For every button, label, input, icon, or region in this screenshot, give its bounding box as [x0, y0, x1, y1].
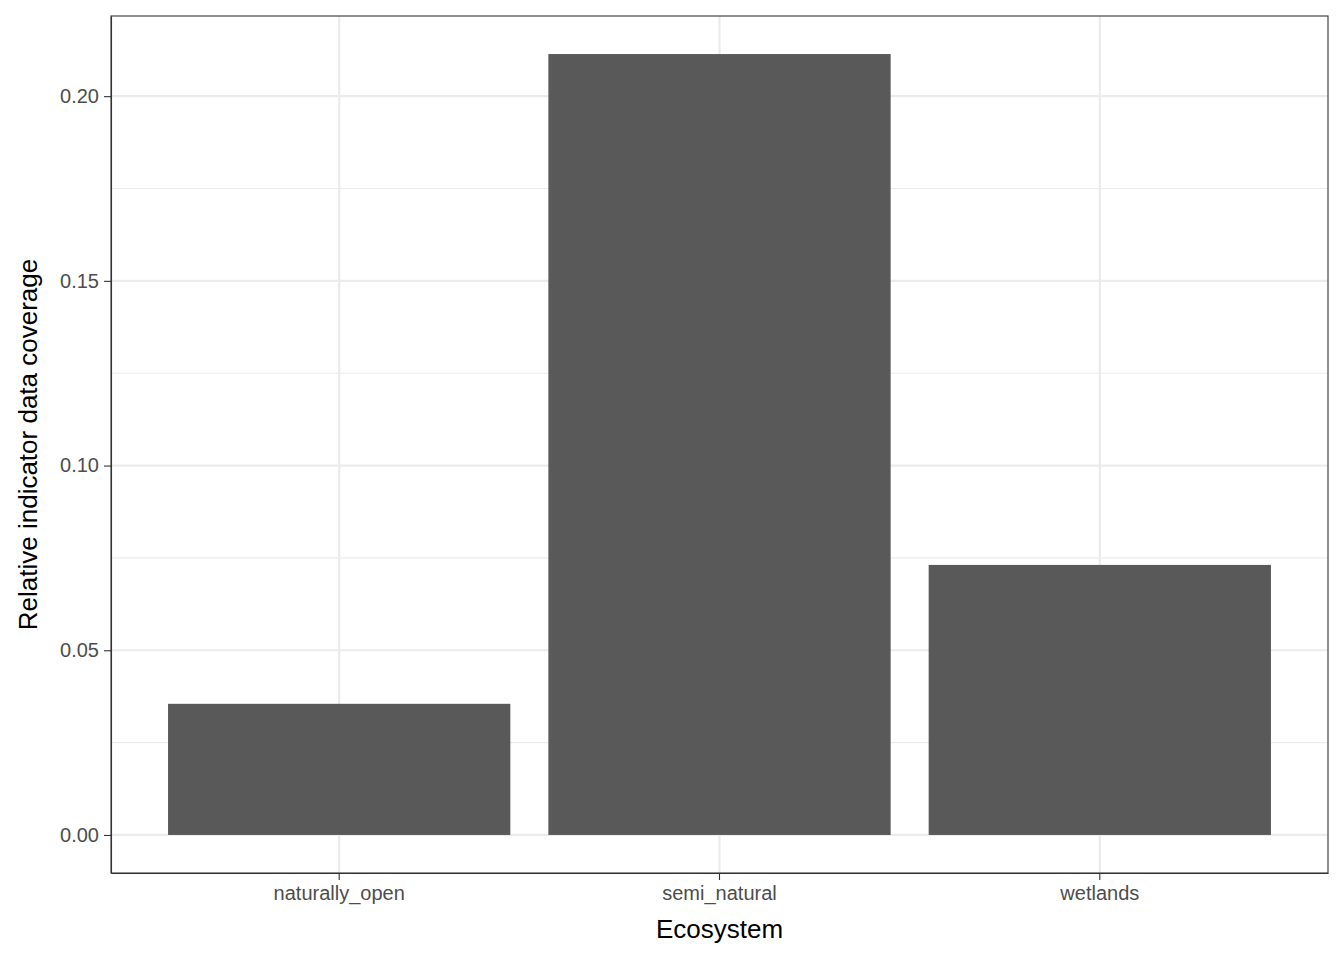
x-tick-mark [339, 873, 340, 880]
bar [548, 54, 890, 835]
y-tick-mark [104, 466, 111, 467]
y-tick: 0.20 [60, 85, 111, 107]
x-tick-label: naturally_open [274, 882, 405, 905]
bar [929, 565, 1271, 835]
bars [168, 54, 1271, 835]
grid [111, 16, 1328, 873]
x-tick: wetlands [1059, 873, 1139, 904]
x-axis-title: Ecosystem [656, 914, 783, 944]
y-tick-label: 0.10 [60, 454, 99, 476]
y-tick: 0.10 [60, 454, 111, 476]
x-axis: naturally_open semi_natural wetlands [112, 873, 1329, 905]
y-tick-mark [104, 835, 111, 836]
bar [168, 704, 510, 835]
y-tick-label: 0.05 [60, 639, 99, 661]
y-axis: 0.00 0.05 0.10 0.15 0.20 [60, 17, 111, 874]
x-tick-label: wetlands [1059, 882, 1139, 904]
y-tick-label: 0.00 [60, 824, 99, 846]
x-tick-mark [719, 873, 720, 880]
y-tick-label: 0.15 [60, 270, 99, 292]
y-tick: 0.05 [60, 639, 111, 661]
y-tick-mark [104, 650, 111, 651]
panel-background [111, 16, 1328, 873]
x-tick-label: semi_natural [662, 882, 777, 905]
x-tick-mark [1099, 873, 1100, 880]
chart: 0.00 0.05 0.10 0.15 0.20 naturally_open semi_n… [0, 0, 1344, 960]
plot: 0.00 0.05 0.10 0.15 0.20 naturally_open semi_n… [60, 16, 1328, 905]
y-tick: 0.15 [60, 270, 111, 292]
y-tick-mark [104, 281, 111, 282]
x-tick: semi_natural [662, 873, 777, 905]
panel-border [111, 16, 1328, 873]
y-tick-label: 0.20 [60, 85, 99, 107]
x-tick: naturally_open [274, 873, 405, 905]
y-tick: 0.00 [60, 824, 111, 846]
y-axis-title: Relative indicator data coverage [13, 259, 43, 630]
y-tick-mark [104, 96, 111, 97]
